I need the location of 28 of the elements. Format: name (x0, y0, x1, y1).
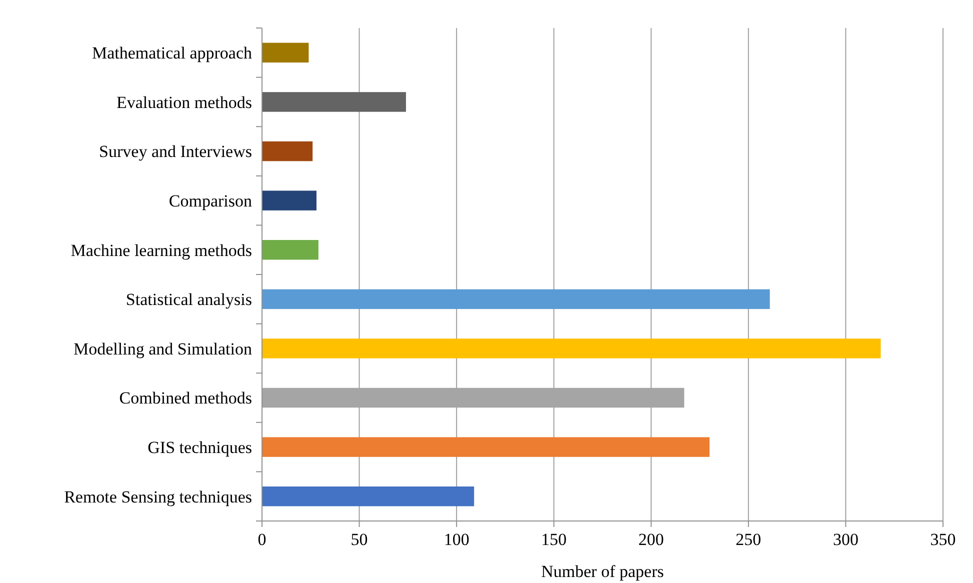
x-tick-label: 350 (930, 530, 956, 549)
bar (262, 141, 313, 162)
y-tick-label: Machine learning methods (70, 240, 252, 260)
bar (262, 92, 406, 112)
x-tick-label: 50 (350, 530, 368, 549)
y-tick-label: Remote Sensing techniques (64, 487, 252, 506)
bar (262, 437, 710, 457)
y-tick-label: Statistical analysis (126, 290, 252, 310)
x-tick-label: 0 (258, 530, 266, 549)
y-tick-label: GIS techniques (148, 438, 252, 457)
y-tick-label: Mathematical approach (92, 44, 252, 63)
y-tick-label: Evaluation methods (116, 92, 252, 112)
bar (262, 289, 770, 310)
y-tick-label: Comparison (168, 192, 252, 210)
x-axis-title: Number of papers (541, 562, 664, 581)
x-tick-label: 250 (736, 530, 762, 549)
bar (262, 240, 318, 260)
y-tick-label: Modelling and Simulation (74, 339, 252, 358)
x-tick-label: 300 (832, 530, 858, 549)
y-tick-label: Survey and Interviews (99, 142, 252, 162)
x-tick-label: 100 (444, 530, 470, 549)
x-tick-label: 200 (638, 530, 664, 549)
bar (262, 486, 474, 506)
y-tick-label: Combined methods (119, 388, 252, 408)
bar (262, 42, 309, 63)
bar (262, 338, 881, 358)
bar (262, 190, 316, 210)
x-tick-label: 150 (541, 530, 567, 549)
